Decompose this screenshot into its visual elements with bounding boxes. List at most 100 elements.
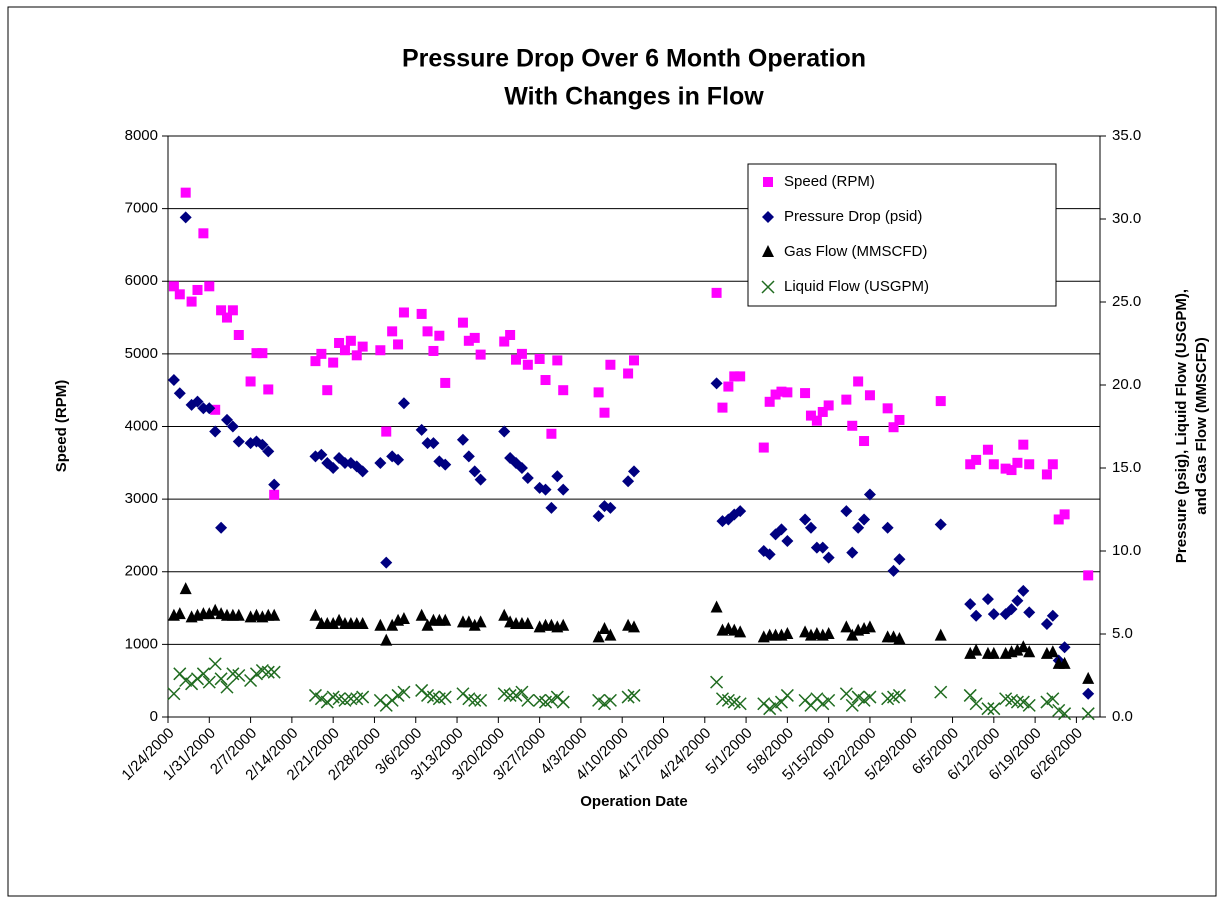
- marker-square: [422, 326, 433, 337]
- marker-square: [499, 336, 510, 347]
- marker-triangle: [628, 620, 640, 633]
- marker-square: [1041, 469, 1052, 480]
- marker-diamond: [380, 556, 393, 569]
- marker-x: [769, 698, 783, 712]
- marker-square: [204, 281, 215, 292]
- marker-diamond: [846, 546, 859, 559]
- marker-x: [261, 665, 275, 679]
- y-tick-label: 4000: [125, 417, 158, 434]
- marker-x: [556, 695, 570, 709]
- marker-triangle: [521, 617, 534, 630]
- marker-diamond: [427, 437, 440, 450]
- marker-square: [351, 350, 362, 361]
- marker-square: [180, 187, 191, 198]
- marker-x: [503, 688, 517, 702]
- y-tick-label: 0: [150, 708, 158, 725]
- marker-square: [729, 371, 740, 382]
- marker-triangle: [1046, 645, 1059, 658]
- marker-x: [892, 688, 906, 702]
- marker-square: [328, 357, 339, 368]
- marker-diamond: [327, 462, 340, 474]
- marker-square: [605, 359, 616, 370]
- marker-x: [733, 697, 747, 711]
- marker-x: [987, 702, 1001, 716]
- marker-diamond: [893, 553, 906, 566]
- marker-square: [469, 332, 480, 343]
- marker-square: [971, 454, 982, 465]
- marker-x: [1016, 695, 1030, 709]
- marker-square: [398, 307, 409, 318]
- marker-triangle: [179, 582, 192, 595]
- marker-triangle: [498, 608, 511, 621]
- marker-x: [863, 690, 877, 704]
- marker-triangle: [397, 612, 410, 625]
- marker-square: [735, 371, 746, 382]
- x-axis-title: Operation Date: [580, 793, 688, 810]
- marker-x: [521, 693, 535, 707]
- marker-square: [847, 420, 858, 431]
- marker-x: [468, 693, 482, 707]
- marker-triangle: [468, 618, 481, 631]
- marker-square: [221, 312, 232, 323]
- legend-label: Gas Flow (MMSCFD): [784, 243, 927, 260]
- marker-square: [1059, 509, 1070, 520]
- marker-diamond: [1040, 618, 1053, 631]
- marker-square: [841, 394, 852, 405]
- legend: Speed (RPM) Pressure Drop (psid) Gas Flow …: [747, 163, 1057, 307]
- marker-triangle: [799, 625, 812, 638]
- marker-diamond: [498, 425, 511, 438]
- marker-square: [227, 305, 238, 316]
- marker-diamond: [521, 471, 534, 484]
- marker-diamond: [762, 211, 774, 223]
- marker-square: [1000, 463, 1011, 474]
- marker-square: [853, 376, 864, 387]
- marker-square: [540, 375, 551, 386]
- y2-tick-label: 30.0: [1112, 210, 1141, 227]
- marker-x: [208, 657, 222, 671]
- marker-square: [245, 376, 256, 387]
- marker-diamond: [840, 505, 853, 518]
- legend-box: [747, 163, 1057, 307]
- marker-triangle: [439, 613, 452, 626]
- y2-tick-label: 0.0: [1112, 708, 1133, 725]
- marker-triangle: [327, 617, 340, 630]
- marker-diamond: [268, 478, 281, 491]
- marker-x: [839, 687, 853, 701]
- marker-x: [344, 692, 358, 706]
- marker-diamond: [226, 420, 239, 433]
- marker-square: [192, 284, 203, 295]
- marker-square: [723, 381, 734, 392]
- y2-tick-label: 35.0: [1112, 127, 1141, 144]
- marker-square: [758, 442, 769, 453]
- marker-diamond: [887, 564, 900, 577]
- marker-triangle: [893, 631, 906, 644]
- marker-square: [345, 335, 356, 346]
- marker-triangle: [356, 617, 369, 630]
- marker-diamond: [415, 423, 428, 436]
- marker-x: [544, 693, 558, 707]
- marker-diamond: [628, 465, 640, 478]
- marker-diamond: [822, 551, 835, 564]
- marker-triangle: [309, 608, 322, 621]
- marker-square: [216, 305, 227, 316]
- marker-square: [381, 426, 392, 437]
- y2-tick-label: 25.0: [1112, 293, 1141, 310]
- marker-x: [356, 690, 370, 704]
- marker-square: [817, 406, 828, 417]
- marker-x: [509, 688, 523, 702]
- marker-diamond: [557, 483, 570, 496]
- marker-triangle: [209, 603, 222, 616]
- marker-diamond: [468, 465, 481, 478]
- marker-diamond: [799, 513, 812, 526]
- marker-diamond: [863, 488, 876, 501]
- marker-x: [1022, 698, 1036, 712]
- marker-diamond: [203, 402, 216, 415]
- y2-tick-label: 5.0: [1112, 625, 1133, 642]
- marker-diamond: [539, 483, 552, 496]
- marker-triangle: [734, 625, 747, 638]
- marker-square: [888, 422, 899, 433]
- marker-triangle: [1023, 645, 1036, 658]
- marker-diamond: [545, 501, 558, 514]
- marker-square: [375, 345, 386, 356]
